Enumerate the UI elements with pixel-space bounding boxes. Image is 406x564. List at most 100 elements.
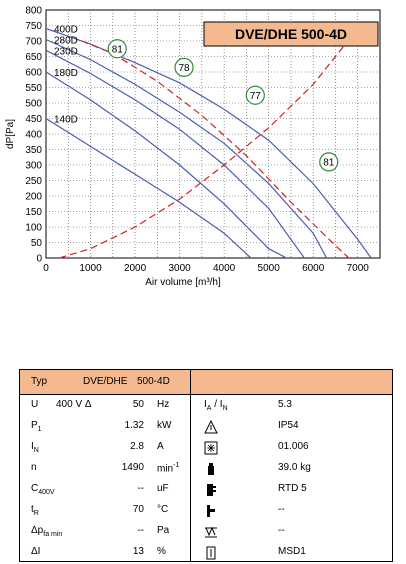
spec-unit: Pa [157,525,170,536]
y-tick-label: 150 [25,207,42,218]
spec-unit: °C [157,504,169,515]
series-label-180d: 180D [54,68,78,79]
y-tick-label: 500 [25,99,42,110]
spec-unit: kW [157,420,172,431]
y-tick-label: 250 [25,176,42,187]
y-tick-label: 650 [25,52,42,63]
regulator-icon [204,483,218,497]
spec-unit: min-1 [157,462,180,475]
spec-row: U 400 V Δ 50 Hz IA / IN 5.3 [20,395,392,416]
spec-row: n 1490 min-1 39.0 kg [20,458,392,479]
spec-value: 70 [132,504,144,515]
spec-unit: A [157,441,164,452]
spec-right-symbol: IA / IN [204,399,228,412]
y-tick-label: 450 [25,114,42,125]
y-tick-label: 300 [25,161,42,172]
series-label-280d: 280D [54,35,78,46]
spec-right-value: IP54 [278,420,299,431]
spec-value: 2.8 [130,441,144,452]
spec-symbol: tR [31,504,39,517]
series-line-230d [45,49,305,259]
y-tick-label: 550 [25,83,42,94]
spec-symbol: Δpfa min [31,525,63,538]
x-tick-label: 6000 [302,263,325,274]
x-tick-label: 0 [43,263,49,274]
efficiency-badge [107,39,127,59]
x-tick-label: 2000 [124,263,147,274]
y-tick-label: 0 [36,254,42,265]
series-line-180d [45,71,287,259]
protection-icon [204,419,218,434]
header-model-size: 500-4D [137,376,170,387]
weight-icon [204,462,218,476]
spec-symbol: U [31,399,39,410]
system-curve-line [59,28,359,259]
series-line-280d [45,38,328,259]
y-tick-label: 50 [31,238,43,249]
spec-value: -- [137,525,144,536]
y-tick-label: 700 [25,37,42,48]
spec-symbol: C400V [31,483,55,496]
spec-row: tR 70 °C -- [20,500,392,521]
spec-value: 1490 [121,462,144,473]
x-axis-label: Air volume [m³/h] [145,277,221,288]
spec-symbol: P1 [31,420,42,433]
chart-title: DVE/DHE 500-4D [235,26,347,42]
wiring-icon [204,441,218,455]
spec-row: C400V -- uF RTD 5 [20,479,392,500]
efficiency-label: 81 [112,44,124,55]
spec-unit: % [157,546,166,557]
spec-value: 13 [132,546,144,557]
x-tick-label: 5000 [258,263,281,274]
efficiency-label: 81 [323,157,335,168]
efficiency-badge [174,57,194,77]
y-tick-label: 600 [25,68,42,79]
spec-value: 50 [132,399,144,410]
spec-right-value: 5.3 [278,399,292,410]
spec-row: P1 1.32 kW IP54 [20,416,392,437]
fan-curve-chart: 0 50 100 150 200 250 300 350 400 450 500 550 600 650 7… [5,6,381,288]
y-tick-label: 750 [25,21,42,32]
x-tick-label: 3000 [168,263,191,274]
spec-row: ΔI 13% MSD1 [20,542,392,563]
spec-row: Δpfa min -- Pa -- [20,521,392,542]
spec-right-value: 01.006 [278,441,309,452]
spec-supply: 400 V Δ [56,399,92,410]
x-tick-label: 4000 [213,263,236,274]
efficiency-badge [319,152,339,172]
spec-right-value: -- [278,504,285,515]
y-axis-label: dP[Pa] [5,119,16,149]
spec-right-value: 39.0 kg [278,462,311,473]
y-tick-label: 350 [25,145,42,156]
series-label-230d: 230D [54,46,78,57]
switch-icon [204,546,218,560]
column-divider [190,370,191,561]
efficiency-badge [245,85,265,105]
spec-symbol: n [31,462,37,473]
efficiency-label: 77 [250,91,262,102]
spec-unit: uF [157,483,169,494]
x-tick-label: 1000 [79,263,102,274]
spec-right-value: -- [278,525,285,536]
y-tick-label: 800 [25,6,42,17]
header-typ-label: Typ [31,376,48,387]
spec-symbol: IN [31,441,39,454]
spec-row: IN 2.8 A 01.006 [20,437,392,458]
series-label-140d: 140D [54,115,78,126]
plot-area [45,9,381,259]
thermal-icon [204,504,218,518]
spec-right-value: MSD1 [278,546,306,557]
pressure-switch-icon [204,525,218,539]
x-tick-label: 7000 [347,263,370,274]
y-tick-label: 400 [25,130,42,141]
spec-table-header: Typ DVE/DHE 500-4D [20,370,392,395]
spec-table: Typ DVE/DHE 500-4D U 400 V Δ 50 Hz IA / IN 5.… [19,369,393,562]
efficiency-label: 78 [178,63,190,74]
chart-title-box [203,21,379,47]
y-tick-label: 100 [25,223,42,234]
spec-value: 1.32 [124,420,144,431]
spec-right-value: RTD 5 [278,483,307,494]
series-label-400d: 400D [54,25,78,36]
spec-value: -- [137,483,144,494]
spec-symbol: ΔI [31,546,41,557]
